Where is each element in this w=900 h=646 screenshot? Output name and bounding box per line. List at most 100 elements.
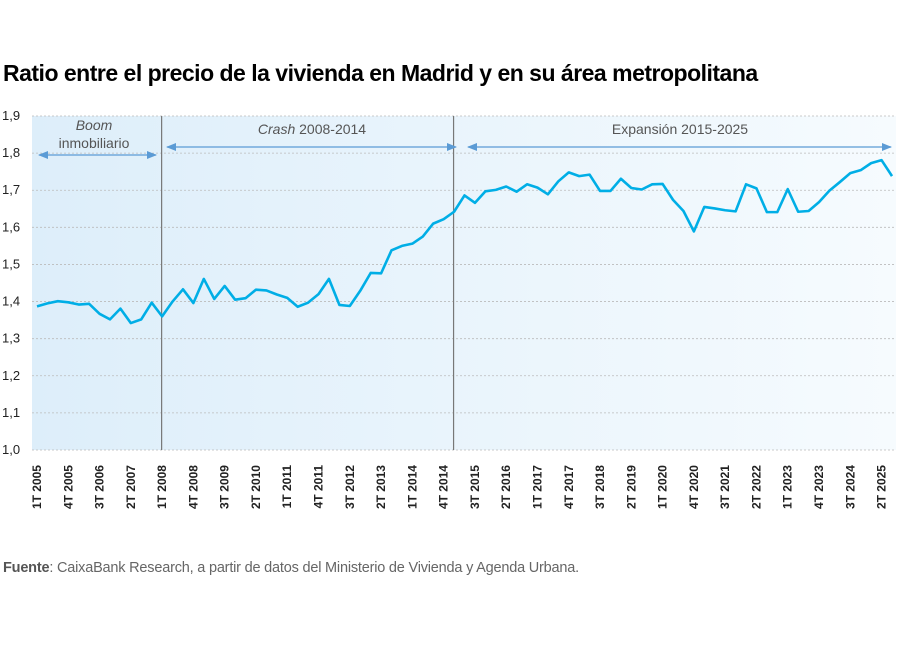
data-point [526, 183, 529, 186]
data-point [255, 288, 258, 291]
y-tick-label: 1,0 [2, 442, 20, 457]
data-point [223, 285, 226, 288]
data-point [182, 288, 185, 291]
x-tick-label: 4T 2014 [437, 465, 451, 509]
x-tick-label: 4T 2020 [687, 465, 701, 509]
y-tick-label: 1,5 [2, 256, 20, 271]
data-point [557, 180, 560, 183]
x-tick-label: 1T 2017 [530, 465, 544, 509]
series-line [36, 158, 894, 325]
data-point [349, 305, 352, 308]
x-tick-label: 1T 2023 [781, 465, 795, 509]
data-point [401, 245, 404, 248]
period-label: Expansión 2015-2025 [612, 121, 748, 137]
x-tick-label: 2T 2022 [749, 465, 763, 509]
data-point [161, 315, 164, 318]
data-point [578, 175, 581, 178]
data-point [432, 222, 435, 225]
data-point [828, 189, 831, 192]
data-point [140, 318, 143, 321]
data-point [547, 193, 550, 196]
data-point [296, 305, 299, 308]
data-point [98, 313, 101, 316]
data-point [369, 272, 372, 275]
data-point [67, 301, 70, 304]
x-tick-label: 2T 2025 [875, 465, 889, 509]
data-point [46, 302, 49, 305]
data-point [880, 159, 883, 162]
x-tick-label: 2T 2010 [249, 465, 263, 509]
data-point [588, 173, 591, 176]
data-point [891, 175, 894, 178]
x-tick-label: 2T 2007 [124, 465, 138, 509]
data-point [849, 172, 852, 175]
data-point [661, 183, 664, 186]
x-tick-label: 2T 2013 [374, 465, 388, 509]
data-point [150, 301, 153, 304]
data-point [484, 190, 487, 193]
data-point [682, 210, 685, 213]
data-point [359, 289, 362, 292]
source-label: Fuente [3, 560, 50, 576]
data-point [724, 209, 727, 212]
source-note: Fuente: CaixaBank Research, a partir de … [3, 560, 579, 576]
data-point [213, 298, 216, 301]
x-tick-label: 4T 2023 [812, 465, 826, 509]
x-tick-label: 4T 2011 [312, 465, 326, 509]
period-label: Boom [76, 117, 113, 133]
data-point [265, 289, 268, 292]
data-point [317, 293, 320, 296]
data-point [536, 186, 539, 189]
period-annotations: Boom inmobiliario Crash 2008-2014 Expansión… [38, 117, 892, 159]
data-point [870, 162, 873, 165]
data-point [776, 211, 779, 214]
x-tick-label: 3T 2015 [468, 465, 482, 509]
data-point [766, 211, 769, 214]
period-label-sub: inmobiliario [59, 135, 130, 151]
y-axis: 1,0 1,1 1,2 1,3 1,4 1,5 1,6 1,7 1,8 1,9 [2, 108, 20, 457]
data-point [192, 302, 195, 305]
period-dividers [161, 116, 455, 450]
y-tick-label: 1,8 [2, 145, 20, 160]
data-point [130, 322, 133, 325]
y-tick-label: 1,4 [2, 294, 20, 309]
data-point [807, 210, 810, 213]
data-point [328, 278, 331, 281]
data-point [421, 235, 424, 238]
data-point [474, 202, 477, 205]
data-point [797, 210, 800, 213]
x-tick-label: 1T 2011 [280, 465, 294, 509]
data-point [171, 300, 174, 303]
data-point [380, 272, 383, 275]
chart-title: Ratio entre el precio de la vivienda en … [3, 60, 758, 86]
y-tick-label: 1,1 [2, 405, 20, 420]
x-tick-label: 1T 2020 [656, 465, 670, 509]
y-tick-label: 1,2 [2, 368, 20, 383]
x-tick-label: 4T 2005 [61, 465, 75, 509]
data-point [818, 201, 821, 204]
data-point [411, 242, 414, 245]
y-tick-label: 1,6 [2, 219, 20, 234]
data-point [651, 183, 654, 186]
data-point [630, 187, 633, 190]
data-point [442, 218, 445, 221]
x-tick-label: 3T 2012 [343, 465, 357, 509]
data-point [567, 171, 570, 174]
data-point [599, 190, 602, 193]
data-point [338, 304, 341, 307]
data-point [745, 183, 748, 186]
data-point [703, 206, 706, 209]
data-point [755, 187, 758, 190]
data-point [786, 188, 789, 191]
x-tick-label: 4T 2017 [562, 465, 576, 509]
data-point [57, 300, 60, 303]
x-tick-label: 3T 2021 [718, 465, 732, 509]
y-tick-label: 1,9 [2, 108, 20, 123]
data-point [463, 194, 466, 197]
data-point [609, 190, 612, 193]
data-point [515, 190, 518, 193]
data-point [77, 303, 80, 306]
line-chart: 1,0 1,1 1,2 1,3 1,4 1,5 1,6 1,7 1,8 1,9 1T 2005 4T… [2, 108, 896, 509]
x-tick-label: 3T 2018 [593, 465, 607, 509]
data-point [234, 298, 237, 301]
